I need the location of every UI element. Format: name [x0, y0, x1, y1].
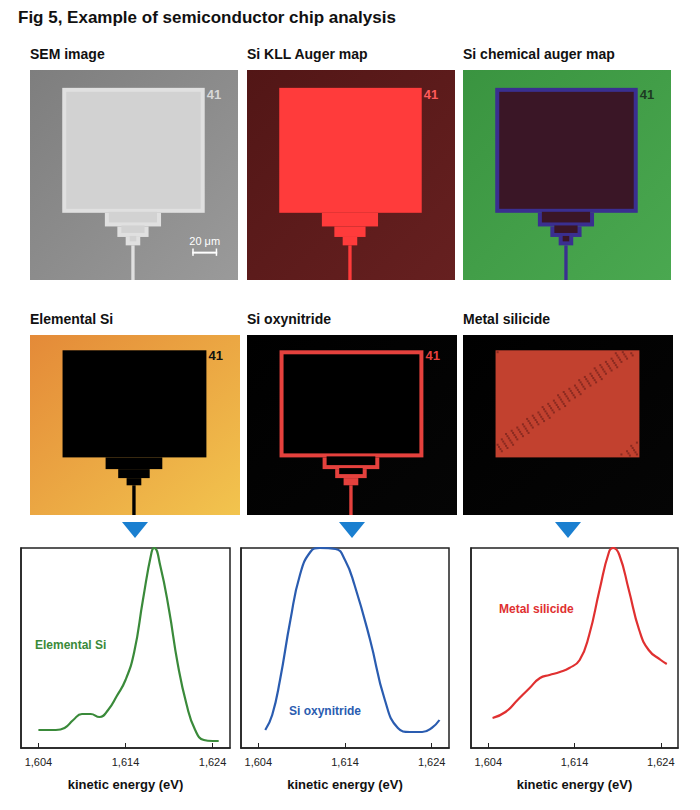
svg-text:kinetic energy (eV): kinetic energy (eV) [517, 777, 633, 792]
svg-text:1,614: 1,614 [112, 756, 140, 768]
svg-text:Si oxynitride: Si oxynitride [289, 704, 361, 718]
svg-text:41: 41 [424, 87, 438, 102]
html-text:Si KLL Auger map: Si KLL Auger map [247, 46, 368, 62]
html-text:Elemental Si: Elemental Si [30, 311, 114, 327]
svg-text:Elemental Si: Elemental Si [35, 638, 106, 652]
svg-text:1,624: 1,624 [418, 756, 446, 768]
html-text:Fig 5, Example of semiconducto: Fig 5, Example of semiconductor chip ana… [18, 8, 396, 27]
svg-text:kinetic energy (eV): kinetic energy (eV) [68, 777, 184, 792]
svg-text:1,604: 1,604 [25, 756, 53, 768]
svg-text:1,604: 1,604 [474, 756, 502, 768]
svg-text:1,624: 1,624 [647, 756, 675, 768]
svg-text:1,614: 1,614 [331, 756, 359, 768]
html-text:Si chemical auger map: Si chemical auger map [463, 46, 615, 62]
svg-text:1,614: 1,614 [561, 756, 589, 768]
svg-text:1,604: 1,604 [245, 756, 273, 768]
html-text:Si oxynitride: Si oxynitride [247, 311, 331, 327]
svg-text:41: 41 [426, 348, 440, 363]
html-text:SEM image: SEM image [30, 46, 105, 62]
svg-text:41: 41 [207, 87, 221, 102]
svg-text:41: 41 [640, 87, 654, 102]
svg-text:20 μm: 20 μm [189, 235, 220, 247]
svg-text:Metal silicide: Metal silicide [499, 602, 574, 616]
svg-text:1,624: 1,624 [199, 756, 227, 768]
svg-text:kinetic energy (eV): kinetic energy (eV) [287, 777, 403, 792]
svg-text:41: 41 [209, 348, 223, 363]
html-text:Metal silicide: Metal silicide [463, 311, 551, 327]
